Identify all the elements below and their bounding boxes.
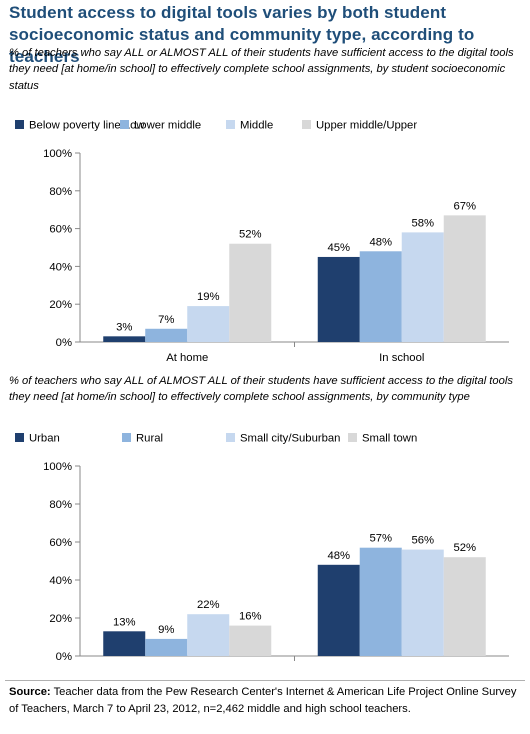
legend-swatch	[15, 433, 24, 442]
y-tick-label: 0%	[56, 337, 72, 349]
data-label: 3%	[116, 321, 132, 333]
bar	[359, 251, 402, 342]
bar	[229, 243, 272, 342]
x-category-label: At home	[166, 352, 208, 364]
y-tick-label: 0%	[56, 651, 72, 663]
y-tick-label: 20%	[49, 299, 72, 311]
legend-swatch	[120, 120, 129, 129]
legend-label: Middle	[240, 120, 273, 132]
y-tick-label: 40%	[49, 575, 72, 587]
bar	[443, 557, 486, 656]
data-label: 9%	[158, 624, 174, 636]
y-tick-label: 100%	[43, 461, 72, 473]
data-label: 22%	[197, 599, 220, 611]
chart-2-community: Urban Rural Small city/Suburban Small town 0…	[15, 433, 509, 663]
data-label: 48%	[327, 550, 350, 562]
data-label: 52%	[453, 542, 476, 554]
bar	[359, 547, 402, 656]
legend-label: Small city/Suburban	[240, 433, 340, 445]
y-tick-label: 40%	[49, 261, 72, 273]
bar	[401, 549, 444, 656]
legend-label: Upper middle/Upper	[316, 120, 417, 132]
data-label: 7%	[158, 314, 174, 326]
legend-label: Small town	[362, 433, 417, 445]
source-label: Source:	[9, 686, 51, 698]
legend-swatch	[226, 433, 235, 442]
data-label: 58%	[411, 217, 434, 229]
legend-label: Below poverty line/Low	[29, 120, 145, 132]
y-tick-label: 100%	[43, 148, 72, 160]
bar	[145, 328, 188, 342]
footer-divider	[5, 680, 525, 681]
chart-1-subtitle: % of teachers who say ALL or ALMOST ALL …	[9, 47, 514, 92]
bar	[103, 631, 146, 656]
data-label: 57%	[369, 533, 392, 545]
legend-swatch	[348, 433, 357, 442]
legend-label: Lower middle	[134, 120, 201, 132]
legend-swatch	[302, 120, 311, 129]
bar	[103, 336, 146, 342]
bar	[187, 306, 230, 342]
bar	[145, 638, 188, 656]
legend-label: Urban	[29, 433, 60, 445]
y-tick-label: 80%	[49, 499, 72, 511]
y-tick-label: 80%	[49, 186, 72, 198]
chart-2-subtitle: % of teachers who say ALL of ALMOST ALL …	[9, 375, 513, 404]
data-label: 19%	[197, 291, 220, 303]
legend-swatch	[15, 120, 24, 129]
y-tick-label: 60%	[49, 537, 72, 549]
source-note: Source: Teacher data from the Pew Resear…	[9, 684, 525, 718]
data-label: 45%	[327, 242, 350, 254]
data-label: 67%	[453, 200, 476, 212]
bar	[317, 564, 360, 656]
data-label: 48%	[369, 236, 392, 248]
legend-label: Rural	[136, 433, 163, 445]
y-tick-label: 60%	[49, 224, 72, 236]
data-label: 56%	[411, 535, 434, 547]
bar	[229, 625, 272, 656]
bar	[401, 232, 444, 342]
bar	[317, 256, 360, 342]
chart-title: Student access to digital tools varies b…	[9, 3, 475, 66]
legend-swatch	[226, 120, 235, 129]
source-text: Teacher data from the Pew Research Cente…	[9, 686, 517, 715]
data-label: 52%	[239, 229, 262, 241]
y-tick-label: 20%	[49, 613, 72, 625]
bar	[443, 215, 486, 342]
data-label: 13%	[113, 616, 136, 628]
data-label: 16%	[239, 611, 262, 623]
legend-swatch	[122, 433, 131, 442]
x-category-label: In school	[379, 352, 424, 364]
bar	[187, 614, 230, 656]
